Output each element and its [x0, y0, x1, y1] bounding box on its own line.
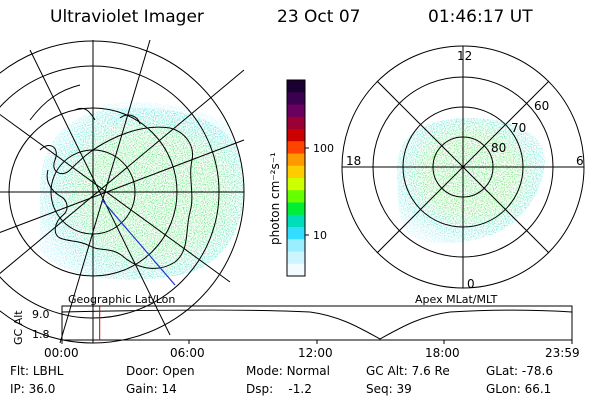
gcalt-label: GC Alt: [366, 364, 408, 378]
timeline-ytick-1.8: 1.8 [32, 328, 50, 341]
flt-label: Flt: [10, 364, 29, 378]
glon-field: GLon: 66.1 [486, 382, 551, 396]
timeline-ylabel: GC Alt [12, 310, 25, 345]
gcalt-field: GC Alt: 7.6 Re [366, 364, 450, 378]
colorbar-stripe [287, 92, 305, 106]
right-panel-label: Apex MLat/MLT [415, 293, 498, 306]
mode-field: Mode: Normal [246, 364, 330, 378]
timeline-xtick-0000: 00:00 [44, 346, 79, 360]
mode-label: Mode: [246, 364, 283, 378]
app-title: Ultraviolet Imager [50, 7, 204, 27]
date-label: 23 Oct 07 [277, 7, 361, 27]
ip-field: IP: 36.0 [10, 382, 55, 396]
glon-label: GLon: [486, 382, 521, 396]
timeline-xtick-2359: 23:59 [545, 346, 580, 360]
colorbar-label: photon cm⁻²s⁻¹ [268, 152, 282, 245]
flt-value: LBHL [32, 364, 64, 378]
left-panel-label: Geographic Lat/Lon [68, 293, 175, 306]
geographic-map [0, 39, 245, 344]
colorbar-stripe [287, 116, 305, 130]
colorbar-stripe [287, 153, 305, 167]
glon-value: 66.1 [524, 382, 552, 396]
timeline-ytick-9: 9.0 [32, 308, 50, 321]
gcalt-value: 7.6 Re [411, 364, 450, 378]
coastline [29, 84, 194, 269]
dsp-field: Dsp: -1.2 [246, 382, 312, 396]
seq-value: 39 [396, 382, 412, 396]
dsp-value: -1.2 [288, 382, 312, 396]
aurora-emission-right [396, 117, 545, 244]
gain-label: Gain: [126, 382, 158, 396]
timeline-xtick-0600: 06:00 [170, 346, 205, 360]
colorbar-stripe [287, 251, 305, 265]
seq-field: Seq: 39 [366, 382, 412, 396]
dsp-label: Dsp: [246, 382, 274, 396]
colorbar-stripe [287, 165, 305, 179]
apex-map [341, 45, 585, 289]
mlt-0-label: 0 [467, 277, 475, 291]
colorbar-stripe [287, 178, 305, 191]
colorbar-stripe [287, 263, 305, 277]
seq-label: Seq: [366, 382, 393, 396]
colorbar-stripe [287, 227, 305, 240]
altitude-curve [61, 309, 573, 340]
mode-value: Normal [286, 364, 330, 378]
colorbar-tick-10: 10 [313, 229, 327, 242]
color-bar [286, 79, 309, 277]
terminator-line [101, 199, 176, 286]
timeline-xtick-1800: 18:00 [425, 346, 460, 360]
altitude-timeline [61, 305, 573, 344]
time-label: 01:46:17 UT [428, 7, 533, 27]
ip-value: 36.0 [28, 382, 56, 396]
glat-field: GLat: -78.6 [486, 364, 553, 378]
colorbar-stripe [287, 104, 305, 118]
colorbar-stripe [287, 141, 305, 155]
door-field: Door: Open [126, 364, 195, 378]
timeline-xtick-1200: 12:00 [298, 346, 333, 360]
colorbar-stripe [287, 202, 305, 216]
ip-label: IP: [10, 382, 25, 396]
colorbar-stripe [287, 190, 305, 204]
mlat-80-label: 80 [491, 141, 506, 155]
mlat-70-label: 70 [511, 121, 526, 135]
colorbar-tick-100: 100 [313, 142, 334, 155]
mlt-6-label: 6 [576, 154, 584, 168]
flt-field: Flt: LBHL [10, 364, 63, 378]
door-label: Door: [126, 364, 159, 378]
mlat-60-label: 60 [534, 99, 549, 113]
glat-value: -78.6 [521, 364, 553, 378]
colorbar-stripe [287, 80, 305, 93]
mlt-18-label: 18 [346, 154, 361, 168]
mlt-12-label: 12 [457, 49, 472, 63]
colorbar-stripe [287, 214, 305, 228]
glat-label: GLat: [486, 364, 519, 378]
door-value: Open [162, 364, 195, 378]
colorbar-stripe [287, 129, 305, 142]
gain-value: 14 [161, 382, 177, 396]
gain-field: Gain: 14 [126, 382, 177, 396]
colorbar-stripe [287, 239, 305, 253]
